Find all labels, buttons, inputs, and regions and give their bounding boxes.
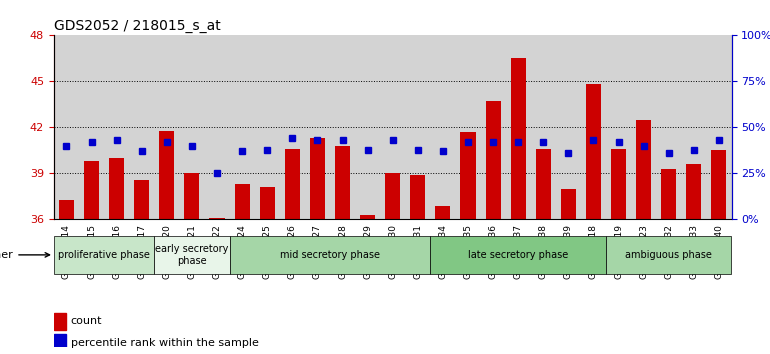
Bar (586, 85, 601, 219)
FancyBboxPatch shape (430, 236, 606, 274)
FancyBboxPatch shape (606, 236, 732, 274)
Bar (711, 150, 726, 219)
Bar (235, 184, 249, 219)
Bar (460, 132, 476, 219)
Text: proliferative phase: proliferative phase (59, 250, 150, 260)
Bar (134, 179, 149, 219)
Bar (611, 149, 626, 219)
Text: early secretory
phase: early secretory phase (156, 244, 229, 266)
Bar (435, 206, 450, 219)
Text: mid secretory phase: mid secretory phase (280, 250, 380, 260)
Bar (184, 173, 199, 219)
Bar (209, 218, 225, 219)
Text: late secretory phase: late secretory phase (468, 250, 568, 260)
Bar (54, 313, 66, 330)
Bar (385, 173, 400, 219)
Bar (84, 161, 99, 219)
Text: percentile rank within the sample: percentile rank within the sample (71, 338, 259, 348)
Bar (486, 101, 500, 219)
Bar (360, 215, 375, 219)
Bar (285, 149, 300, 219)
Bar (54, 334, 66, 351)
Bar (59, 200, 74, 219)
Text: other: other (0, 250, 49, 260)
Bar (229, 35, 430, 219)
Bar (54, 35, 154, 219)
Text: count: count (71, 316, 102, 326)
Bar (636, 120, 651, 219)
Bar (606, 35, 732, 219)
Bar (159, 131, 174, 219)
Bar (536, 149, 551, 219)
Text: GDS2052 / 218015_s_at: GDS2052 / 218015_s_at (54, 19, 221, 33)
Bar (410, 175, 425, 219)
Bar (310, 138, 325, 219)
FancyBboxPatch shape (229, 236, 430, 274)
Bar (661, 169, 676, 219)
Bar (561, 189, 576, 219)
Bar (511, 58, 526, 219)
Text: ambiguous phase: ambiguous phase (625, 250, 712, 260)
Bar (430, 35, 606, 219)
Bar (335, 146, 350, 219)
FancyBboxPatch shape (54, 236, 154, 274)
Bar (109, 158, 124, 219)
Bar (259, 187, 275, 219)
Bar (154, 35, 229, 219)
FancyBboxPatch shape (154, 236, 229, 274)
Bar (686, 164, 701, 219)
